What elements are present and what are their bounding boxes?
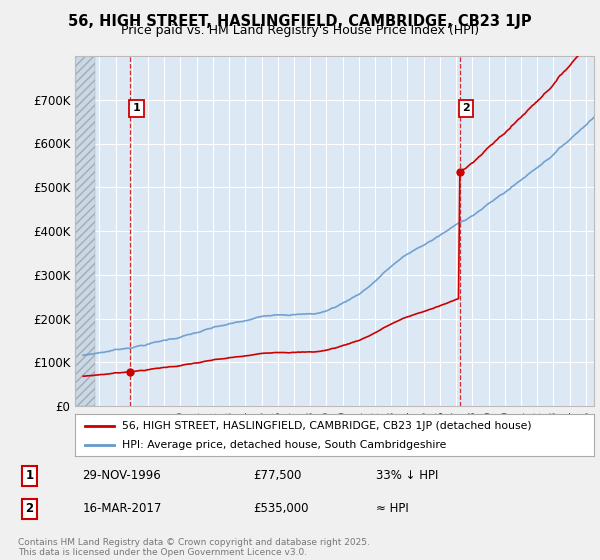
Text: 2: 2: [25, 502, 34, 515]
Text: Price paid vs. HM Land Registry's House Price Index (HPI): Price paid vs. HM Land Registry's House …: [121, 24, 479, 37]
Text: 56, HIGH STREET, HASLINGFIELD, CAMBRIDGE, CB23 1JP (detached house): 56, HIGH STREET, HASLINGFIELD, CAMBRIDGE…: [122, 421, 532, 431]
Text: £535,000: £535,000: [253, 502, 308, 515]
Text: HPI: Average price, detached house, South Cambridgeshire: HPI: Average price, detached house, Sout…: [122, 440, 446, 450]
Text: 1: 1: [25, 469, 34, 482]
Bar: [75, 56, 95, 406]
Text: 1: 1: [133, 103, 140, 113]
Text: ≈ HPI: ≈ HPI: [376, 502, 409, 515]
Text: 33% ↓ HPI: 33% ↓ HPI: [376, 469, 439, 482]
Text: £77,500: £77,500: [253, 469, 301, 482]
Text: 16-MAR-2017: 16-MAR-2017: [82, 502, 162, 515]
Text: 2: 2: [462, 103, 470, 113]
Text: Contains HM Land Registry data © Crown copyright and database right 2025.
This d: Contains HM Land Registry data © Crown c…: [18, 538, 370, 557]
Text: 29-NOV-1996: 29-NOV-1996: [82, 469, 161, 482]
Text: 56, HIGH STREET, HASLINGFIELD, CAMBRIDGE, CB23 1JP: 56, HIGH STREET, HASLINGFIELD, CAMBRIDGE…: [68, 14, 532, 29]
